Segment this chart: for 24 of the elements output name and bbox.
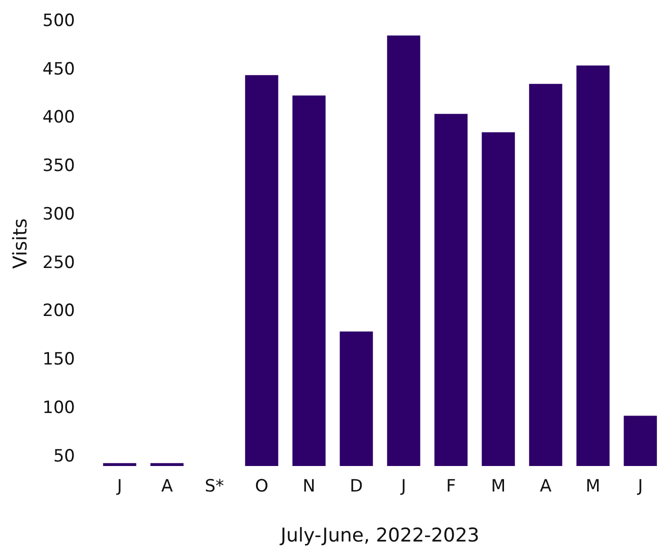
- x-tick-label: J: [400, 476, 406, 496]
- y-tick-label: 250: [42, 252, 75, 273]
- y-tick-label: 50: [53, 446, 75, 466]
- x-tick-label: A: [161, 476, 174, 496]
- x-tick-label: N: [302, 476, 316, 496]
- x-tick-label: S*: [204, 476, 224, 496]
- y-tick-label: 450: [42, 59, 75, 80]
- y-tick-label: 400: [42, 108, 75, 128]
- x-axis-title: July-June, 2022-2023: [280, 524, 480, 546]
- y-tick-label: 350: [42, 156, 75, 176]
- x-tick-label: J: [116, 476, 122, 496]
- y-tick-label: 500: [42, 11, 75, 31]
- x-tick-label: M: [490, 476, 506, 496]
- x-tick-label: D: [350, 476, 363, 496]
- y-tick-label: 300: [42, 204, 75, 224]
- y-tick-label: 150: [42, 350, 75, 370]
- x-tick-label: A: [540, 476, 552, 496]
- y-tick-label: 200: [42, 301, 75, 322]
- x-tick-label: J: [636, 476, 643, 496]
- y-axis-title: Visits: [10, 218, 32, 269]
- y-tick-label: 100: [42, 398, 75, 418]
- x-tick-label: F: [446, 476, 456, 496]
- x-tick-label: O: [254, 476, 268, 496]
- x-tick-label: M: [586, 476, 600, 496]
